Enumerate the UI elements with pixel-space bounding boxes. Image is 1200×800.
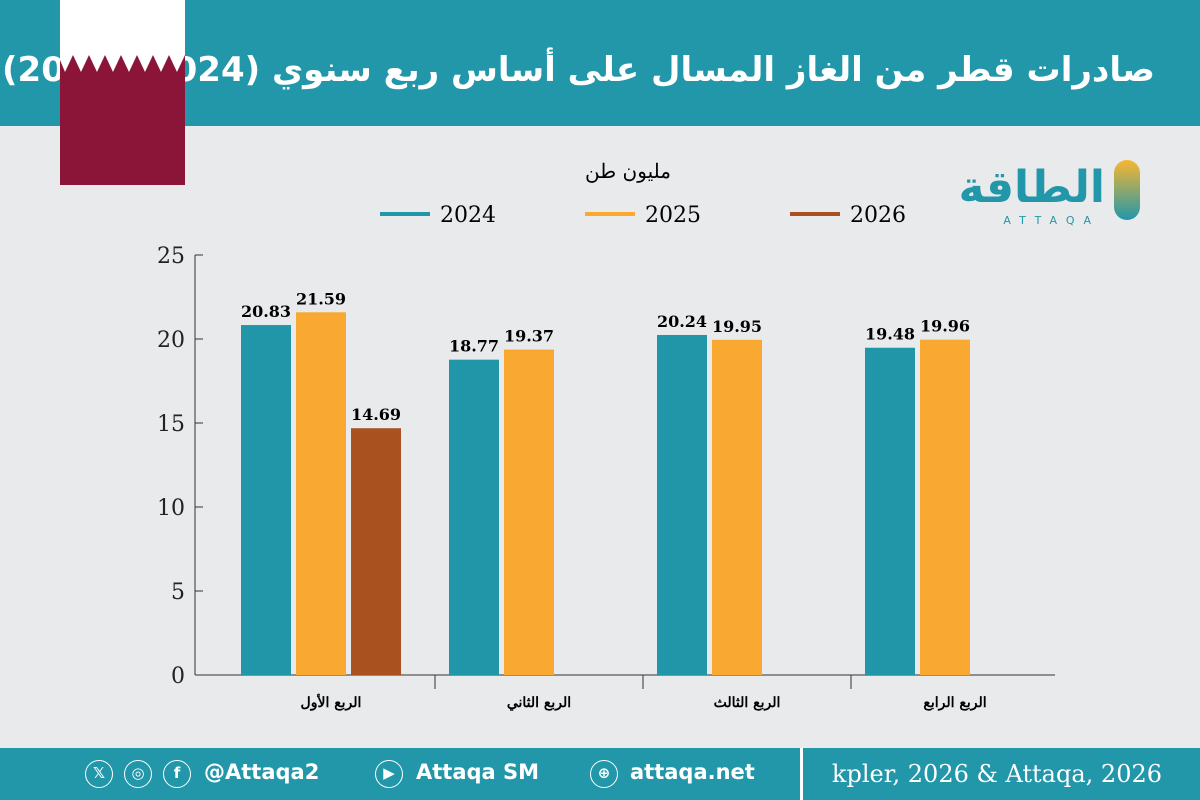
footer-divider (800, 748, 803, 800)
bar-2024 (657, 334, 707, 675)
bar-2025 (920, 339, 970, 675)
drop-icon (1114, 160, 1140, 220)
data-label: 14.69 (351, 405, 401, 424)
data-label: 18.77 (449, 337, 499, 356)
bar-2026 (351, 428, 401, 675)
y-tick-label: 25 (157, 244, 185, 269)
y-tick-label: 10 (157, 496, 185, 521)
axes: 0 5 10 15 20 25 الربع الأول الربع الثاني الربع ا… (157, 244, 1055, 711)
globe-icon[interactable]: ⊕ (590, 760, 618, 788)
y-tick-label: 20 (157, 328, 185, 353)
bar-2024 (449, 359, 499, 675)
logo-text: الطاقة (958, 162, 1105, 213)
instagram-icon[interactable]: ◎ (124, 760, 152, 788)
bar-2025 (504, 349, 554, 675)
x-tick-label: الربع الثاني (507, 695, 571, 711)
bar-2024 (865, 347, 915, 675)
footer: 𝕏 ◎ f @Attaqa2 ▶ Attaqa SM ⊕ attaqa.net … (0, 748, 1200, 800)
attaqa-logo: الطاقة ATTAQA (930, 160, 1150, 240)
data-label: 20.24 (657, 312, 707, 331)
data-label: 19.37 (504, 327, 554, 346)
bars: 20.83 21.59 14.69 18.77 19.37 20.24 19.95 19.48… (241, 289, 970, 675)
youtube-channel[interactable]: Attaqa SM (416, 760, 540, 784)
website-link[interactable]: attaqa.net (630, 760, 755, 784)
social-handle[interactable]: @Attaqa2 (204, 760, 320, 784)
data-label: 19.96 (920, 317, 970, 336)
legend-label: 2024 (440, 203, 496, 228)
data-label: 19.95 (712, 317, 762, 336)
bar-2025 (296, 312, 346, 675)
data-label: 20.83 (241, 302, 291, 321)
data-label: 21.59 (296, 289, 346, 308)
bar-2025 (712, 339, 762, 675)
youtube-icon[interactable]: ▶ (375, 760, 403, 788)
x-tick-label: الربع الرابع (923, 695, 986, 711)
legend: 2024 2025 2026 (380, 203, 906, 228)
data-label: 19.48 (865, 325, 915, 344)
y-tick-label: 5 (171, 580, 185, 605)
x-tick-label: الربع الأول (301, 693, 362, 711)
legend-label: 2026 (850, 203, 906, 228)
qatar-flag (60, 0, 185, 185)
source-text: kpler, 2026 & Attaqa, 2026 (831, 760, 1162, 788)
bar-2024 (241, 325, 291, 675)
facebook-icon[interactable]: f (163, 760, 191, 788)
x-icon[interactable]: 𝕏 (85, 760, 113, 788)
y-tick-label: 15 (157, 412, 185, 437)
logo-latin: ATTAQA (1003, 214, 1100, 227)
y-axis-label: مليون طن (585, 159, 671, 183)
legend-label: 2025 (645, 203, 701, 228)
x-tick-label: الربع الثالث (714, 695, 781, 711)
y-tick-label: 0 (171, 664, 185, 689)
